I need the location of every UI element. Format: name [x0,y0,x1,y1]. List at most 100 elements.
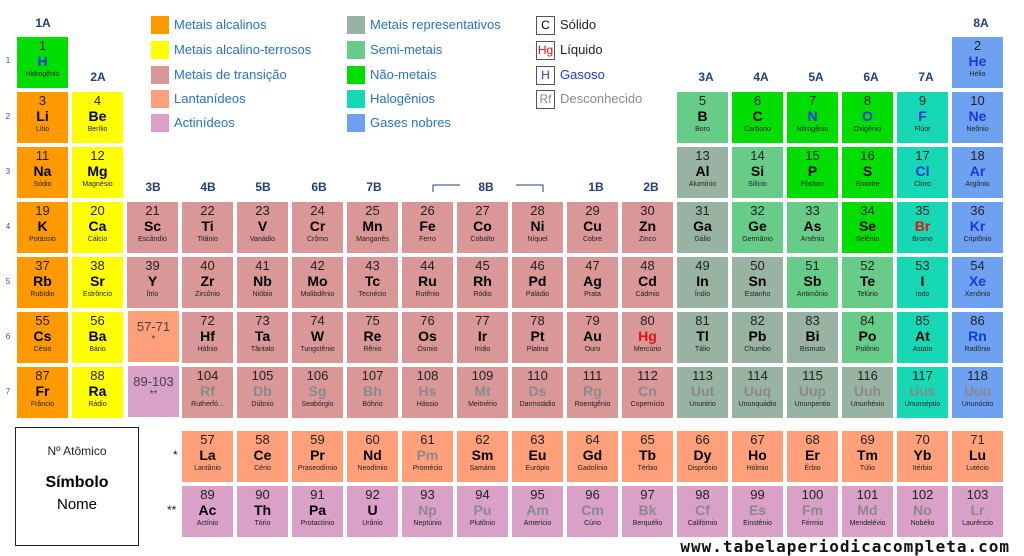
element-cell-v[interactable]: 23 V Vanádio [236,201,289,254]
element-cell-fe[interactable]: 26 Fe Ferro [401,201,454,254]
element-cell-ag[interactable]: 47 Ag Prata [566,256,619,309]
element-cell-pu[interactable]: 94 Pu Plutônio [456,485,509,538]
element-cell-np[interactable]: 93 Np Neptúnio [401,485,454,538]
element-cell-lr[interactable]: 103 Lr Laurêncio [951,485,1004,538]
element-cell-sc[interactable]: 21 Sc Escândio [126,201,179,254]
element-cell-cr[interactable]: 24 Cr Crômo [291,201,344,254]
element-cell-ir[interactable]: 77 Ir Irídio [456,311,509,364]
element-cell-am[interactable]: 95 Am Amerício [511,485,564,538]
element-cell-zn[interactable]: 30 Zn Zinco [621,201,674,254]
element-cell-es[interactable]: 99 Es Einstênio [731,485,784,538]
element-cell-bh[interactable]: 107 Bh Bóhrio [346,366,399,419]
element-cell-uuq[interactable]: 114 Uuq Ununquádio [731,366,784,419]
element-cell-ho[interactable]: 67 Ho Hólmio [731,430,784,483]
element-cell-bi[interactable]: 83 Bi Bismuto [786,311,839,364]
element-cell-o[interactable]: 8 O Oxigênio [841,91,894,144]
element-cell-h[interactable]: 1 H Hidrogênio [16,36,69,89]
element-cell-xe[interactable]: 54 Xe Xenônio [951,256,1004,309]
element-cell-p[interactable]: 15 P Fósforo [786,146,839,199]
element-cell-gd[interactable]: 64 Gd Gadolínio [566,430,619,483]
element-cell-cd[interactable]: 48 Cd Cádmio [621,256,674,309]
element-cell-ra[interactable]: 88 Ra Rádio [71,366,124,419]
element-cell-mn[interactable]: 25 Mn Manganês [346,201,399,254]
element-cell-rf[interactable]: 104 Rf Rutherfó... [181,366,234,419]
element-cell-ga[interactable]: 31 Ga Gálio [676,201,729,254]
element-cell-pm[interactable]: 61 Pm Promécio [401,430,454,483]
element-cell-la[interactable]: 57 La Lantânio [181,430,234,483]
element-cell-db[interactable]: 105 Db Dúbnio [236,366,289,419]
element-cell-th[interactable]: 90 Th Tório [236,485,289,538]
element-cell-sm[interactable]: 62 Sm Samário [456,430,509,483]
element-cell-k[interactable]: 19 K Potássio [16,201,69,254]
element-cell-cf[interactable]: 98 Cf Califórnio [676,485,729,538]
element-cell-ar[interactable]: 18 Ar Argônio [951,146,1004,199]
element-cell-sb[interactable]: 51 Sb Antimônio [786,256,839,309]
element-cell-uut[interactable]: 113 Uut Ununtrio [676,366,729,419]
element-cell-kr[interactable]: 36 Kr Criptônio [951,201,1004,254]
element-cell-no[interactable]: 102 No Nobélio [896,485,949,538]
element-cell-mg[interactable]: 12 Mg Magnésio [71,146,124,199]
element-cell-ta[interactable]: 73 Ta Tântalo [236,311,289,364]
element-cell-c[interactable]: 6 C Carbono [731,91,784,144]
element-cell-po[interactable]: 84 Po Polônio [841,311,894,364]
element-cell-hs[interactable]: 108 Hs Hássio [401,366,454,419]
element-cell-er[interactable]: 68 Er Érbio [786,430,839,483]
element-cell-cl[interactable]: 17 Cl Cloro [896,146,949,199]
element-cell-pt[interactable]: 78 Pt Platina [511,311,564,364]
element-cell-md[interactable]: 101 Md Mendelévio [841,485,894,538]
element-cell-as[interactable]: 33 As Arsênio [786,201,839,254]
element-cell-mt[interactable]: 109 Mt Meitnério [456,366,509,419]
element-cell-s[interactable]: 16 S Enxofre [841,146,894,199]
element-cell-ce[interactable]: 58 Ce Cério [236,430,289,483]
element-cell-cn[interactable]: 112 Cn Copernício [621,366,674,419]
element-cell-he[interactable]: 2 He Hélio [951,36,1004,89]
site-url[interactable]: www.tabelaperiodicacompleta.com [680,537,1010,556]
element-cell-nd[interactable]: 60 Nd Neodímio [346,430,399,483]
element-cell-pr[interactable]: 59 Pr Praseodímio [291,430,344,483]
element-cell-n[interactable]: 7 N Nitrogênio [786,91,839,144]
element-cell-yb[interactable]: 70 Yb Itérbio [896,430,949,483]
element-cell-rg[interactable]: 111 Rg Roentgênio [566,366,619,419]
element-cell-mo[interactable]: 42 Mo Molibdênio [291,256,344,309]
element-cell-w[interactable]: 74 W Tungstênio [291,311,344,364]
element-cell-lu[interactable]: 71 Lu Lutécio [951,430,1004,483]
element-cell-tc[interactable]: 43 Tc Tecnécio [346,256,399,309]
element-cell-dy[interactable]: 66 Dy Disprósio [676,430,729,483]
element-cell-be[interactable]: 4 Be Berílio [71,91,124,144]
element-cell-au[interactable]: 79 Au Ouro [566,311,619,364]
element-cell-al[interactable]: 13 Al Alumínio [676,146,729,199]
element-cell-br[interactable]: 35 Br Bromo [896,201,949,254]
element-cell-f[interactable]: 9 F Flúor [896,91,949,144]
element-cell-pd[interactable]: 46 Pd Paládio [511,256,564,309]
element-cell-u[interactable]: 92 U Urânio [346,485,399,538]
element-cell-li[interactable]: 3 Li Lítio [16,91,69,144]
element-cell-sg[interactable]: 106 Sg Seabórgio [291,366,344,419]
element-cell-ru[interactable]: 44 Ru Rutênio [401,256,454,309]
element-cell-rh[interactable]: 45 Rh Ródio [456,256,509,309]
element-cell-bk[interactable]: 97 Bk Berquélio [621,485,674,538]
element-cell-tb[interactable]: 65 Tb Térbio [621,430,674,483]
element-cell-cm[interactable]: 96 Cm Cúrio [566,485,619,538]
element-cell-nb[interactable]: 41 Nb Nióbio [236,256,289,309]
element-cell-pa[interactable]: 91 Pa Protactínio [291,485,344,538]
element-cell-ac[interactable]: 89 Ac Actínio [181,485,234,538]
element-cell-ba[interactable]: 56 Ba Bário [71,311,124,364]
element-cell-uuh[interactable]: 116 Uuh Ununhéxio [841,366,894,419]
element-cell-i[interactable]: 53 I Iodo [896,256,949,309]
element-cell-re[interactable]: 75 Re Rênio [346,311,399,364]
element-cell-co[interactable]: 27 Co Cobalto [456,201,509,254]
element-cell-ds[interactable]: 110 Ds Darmstádio [511,366,564,419]
element-cell-tm[interactable]: 69 Tm Túlio [841,430,894,483]
element-cell-cs[interactable]: 55 Cs Césio [16,311,69,364]
element-cell-fm[interactable]: 100 Fm Férmio [786,485,839,538]
element-cell-ti[interactable]: 22 Ti Titânio [181,201,234,254]
element-cell-b[interactable]: 5 B Boro [676,91,729,144]
element-cell-ni[interactable]: 28 Ni Níquel [511,201,564,254]
element-cell-uuo[interactable]: 118 Uuo Ununóctio [951,366,1004,419]
element-cell-cu[interactable]: 29 Cu Cobre [566,201,619,254]
element-cell-in[interactable]: 49 In Índio [676,256,729,309]
element-cell-hg[interactable]: 80 Hg Mercúrio [621,311,674,364]
element-cell-ge[interactable]: 32 Ge Germânio [731,201,784,254]
element-cell-si[interactable]: 14 Si Silício [731,146,784,199]
element-cell-sn[interactable]: 50 Sn Estanho [731,256,784,309]
